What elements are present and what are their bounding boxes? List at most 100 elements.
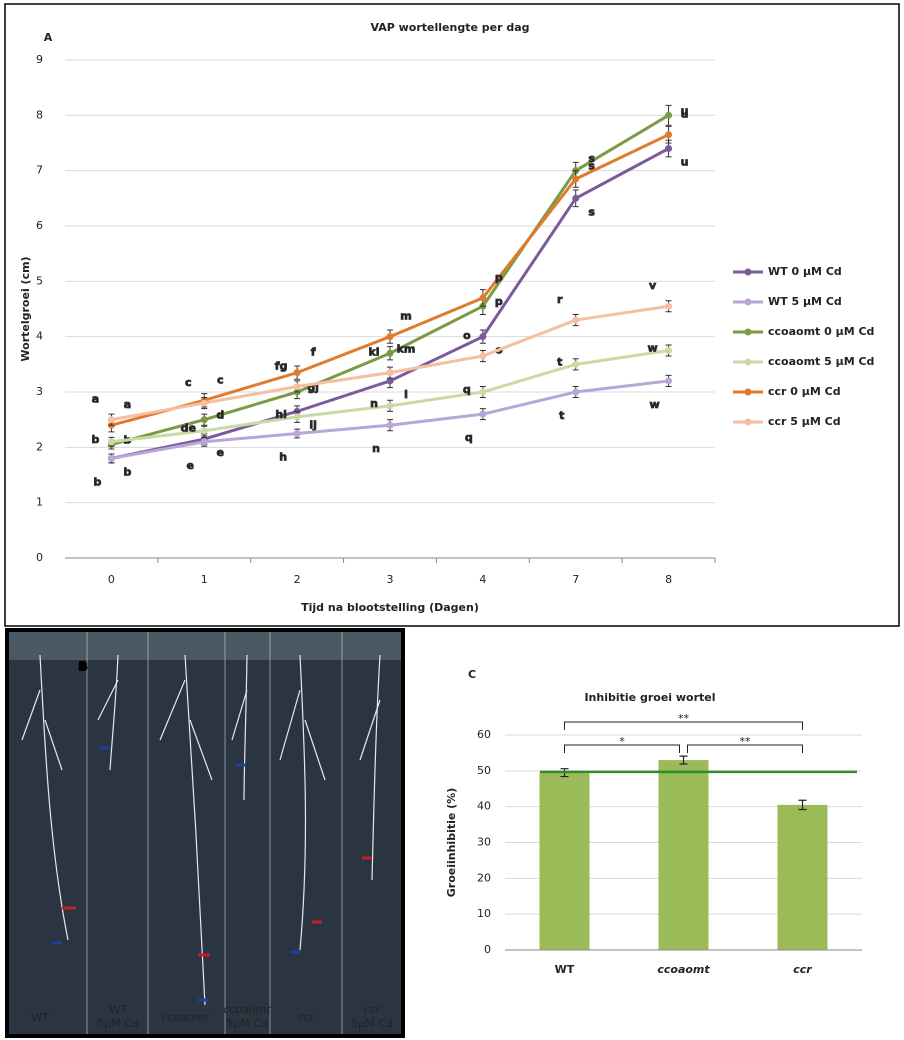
significance-letter: w xyxy=(647,342,657,355)
y-tick-label: 50 xyxy=(477,764,491,777)
y-tick-label: 0 xyxy=(484,943,491,956)
y-tick-label: 2 xyxy=(36,440,43,453)
significance-letter: kl xyxy=(368,346,379,359)
point xyxy=(293,430,301,437)
significance-letter: n xyxy=(372,442,380,455)
legend-label: ccr 5 µM Cd xyxy=(768,415,841,428)
significance-letter: s xyxy=(588,205,595,218)
significance-letter: q xyxy=(463,383,471,396)
x-tick-label: ccr xyxy=(793,963,812,976)
roots xyxy=(21,654,381,1006)
point xyxy=(479,352,487,360)
legend-marker xyxy=(744,388,752,396)
legend-label: WT 0 µM Cd xyxy=(768,265,842,278)
significance-letter: p xyxy=(495,295,503,308)
panel-a-frame xyxy=(4,3,900,627)
photo xyxy=(9,632,401,1034)
significance-letter: a xyxy=(92,393,99,406)
point xyxy=(665,347,673,354)
y-tick-label: 3 xyxy=(36,385,43,398)
y-tick-label: 1 xyxy=(36,496,43,509)
significance-letter: l xyxy=(404,388,408,401)
point xyxy=(572,175,580,183)
point xyxy=(386,333,394,341)
significance-letter: hi xyxy=(275,408,287,421)
x-tick-label: 3 xyxy=(387,573,394,586)
point xyxy=(665,111,673,119)
photo-caption: 5µM Cd xyxy=(97,1017,139,1030)
significance-letter: e xyxy=(217,446,224,459)
y-tick-label: 0 xyxy=(36,551,43,564)
point xyxy=(200,399,208,407)
significance-letter: b xyxy=(91,433,99,446)
bar xyxy=(777,804,828,950)
significance-letter: t xyxy=(559,409,564,422)
significance-letter: c xyxy=(185,376,192,389)
legend-label: ccoaomt 5 µM Cd xyxy=(768,355,874,368)
x-tick-label: 7 xyxy=(572,573,579,586)
significance-letter: u xyxy=(681,156,689,169)
significance-letter: u xyxy=(681,108,689,121)
significance-letter: c xyxy=(217,373,224,386)
significance-bracket xyxy=(564,744,680,753)
significance-letter: km xyxy=(397,342,416,355)
significance-letter: ij xyxy=(309,418,317,431)
panel-label: B xyxy=(79,660,87,673)
y-tick-label: 4 xyxy=(36,330,43,343)
significance-letter: w xyxy=(649,398,659,411)
significance-label: ** xyxy=(740,735,752,748)
photo-caption: ccr xyxy=(298,1011,316,1024)
significance-letter: de xyxy=(181,422,196,435)
photo-caption: 5µM Cd xyxy=(226,1017,268,1030)
lane-dividers xyxy=(86,632,343,1034)
y-tick-label: 6 xyxy=(36,219,43,232)
chart-title: Inhibitie groei wortel xyxy=(584,691,715,704)
significance-letter: f xyxy=(311,346,316,359)
significance-letter: b xyxy=(123,465,131,478)
bar xyxy=(658,760,709,950)
point xyxy=(386,402,394,410)
significance-letter: b xyxy=(93,475,101,488)
point xyxy=(386,377,394,385)
y-tick-label: 20 xyxy=(477,871,491,884)
point xyxy=(572,360,580,368)
point xyxy=(386,369,394,377)
photo-caption: WT xyxy=(109,1003,127,1016)
point xyxy=(200,438,208,446)
photo-caption: ccoaomt xyxy=(161,1011,209,1024)
photo-caption: 5µM Cd xyxy=(351,1017,393,1030)
point xyxy=(386,349,394,357)
significance-label: * xyxy=(619,735,625,748)
point xyxy=(572,194,580,202)
root-marks xyxy=(52,746,372,1002)
point xyxy=(665,302,673,310)
point xyxy=(665,145,673,153)
point xyxy=(200,416,208,424)
x-tick-label: 4 xyxy=(479,573,486,586)
y-tick-label: 5 xyxy=(36,274,43,287)
significance-letter: p xyxy=(495,271,503,284)
significance-letter: m xyxy=(400,310,411,323)
error-bar xyxy=(679,755,688,765)
significance-label: ** xyxy=(678,712,690,725)
point xyxy=(293,413,301,421)
chart-title: VAP wortellengte per dag xyxy=(370,21,529,34)
y-tick-label: 30 xyxy=(477,836,491,849)
y-axis-label: Groeiinhibitie (%) xyxy=(445,788,458,897)
point xyxy=(200,427,208,435)
y-axis-label: Wortelgroei (cm) xyxy=(19,256,32,361)
error-bar xyxy=(798,799,807,811)
point xyxy=(572,316,580,324)
significance-letter: e xyxy=(187,459,194,472)
y-tick-label: 8 xyxy=(36,108,43,121)
bar xyxy=(539,772,590,950)
y-tick-label: 7 xyxy=(36,164,43,177)
point xyxy=(479,333,487,341)
significance-letter: s xyxy=(588,160,595,173)
point xyxy=(665,131,673,139)
legend-label: ccr 0 µM Cd xyxy=(768,385,841,398)
point xyxy=(107,454,115,462)
panel-label: A xyxy=(44,31,53,44)
legend-marker xyxy=(744,328,752,336)
point xyxy=(572,388,580,396)
